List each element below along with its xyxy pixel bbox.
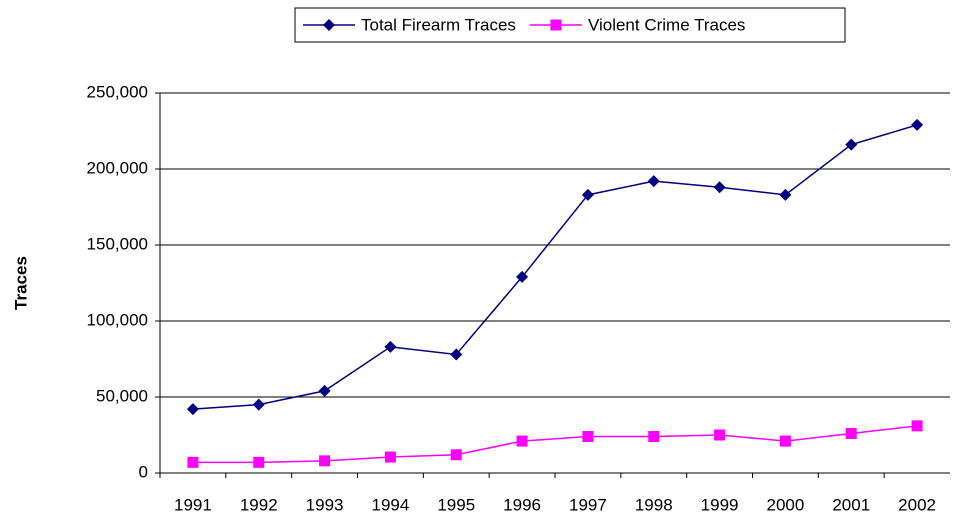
data-point (450, 449, 462, 461)
data-point (845, 427, 857, 439)
x-tick-label: 1993 (306, 495, 344, 514)
data-point (318, 384, 331, 397)
x-tick-label: 1991 (174, 495, 212, 514)
x-tick-label: 1999 (701, 495, 739, 514)
data-point (319, 455, 331, 467)
legend-label: Total Firearm Traces (361, 15, 516, 34)
data-point (252, 398, 265, 411)
data-point (516, 435, 528, 447)
y-tick-label: 200,000 (87, 158, 148, 177)
data-point (581, 188, 594, 201)
data-point (713, 181, 726, 194)
data-point (648, 431, 660, 443)
data-point (647, 175, 660, 188)
x-tick-label: 2002 (898, 495, 936, 514)
data-point (779, 435, 791, 447)
data-point (779, 188, 792, 201)
legend-marker (550, 19, 562, 31)
data-point (253, 456, 265, 468)
x-tick-label: 2000 (767, 495, 805, 514)
legend-marker (323, 19, 335, 31)
data-point (582, 431, 594, 443)
x-tick-label: 1998 (635, 495, 673, 514)
data-point (384, 340, 397, 353)
data-point (384, 451, 396, 463)
x-tick-label: 1996 (503, 495, 541, 514)
data-point (714, 429, 726, 441)
y-tick-label: 0 (139, 462, 148, 481)
data-point (911, 420, 923, 432)
series-line (192, 425, 918, 464)
x-tick-label: 2001 (832, 495, 870, 514)
legend-label: Violent Crime Traces (588, 15, 745, 34)
y-axis-label: Traces (11, 256, 30, 310)
x-tick-label: 1994 (372, 495, 410, 514)
data-point (516, 270, 529, 283)
series-line (192, 124, 918, 410)
x-tick-label: 1995 (437, 495, 475, 514)
data-point (450, 348, 463, 361)
x-tick-label: 1997 (569, 495, 607, 514)
data-point (845, 138, 858, 151)
data-point (911, 118, 924, 131)
y-tick-label: 150,000 (87, 234, 148, 253)
y-tick-label: 250,000 (87, 82, 148, 101)
data-point (186, 403, 199, 416)
y-tick-label: 50,000 (96, 386, 148, 405)
y-tick-label: 100,000 (87, 310, 148, 329)
x-tick-label: 1992 (240, 495, 278, 514)
data-point (187, 456, 199, 468)
